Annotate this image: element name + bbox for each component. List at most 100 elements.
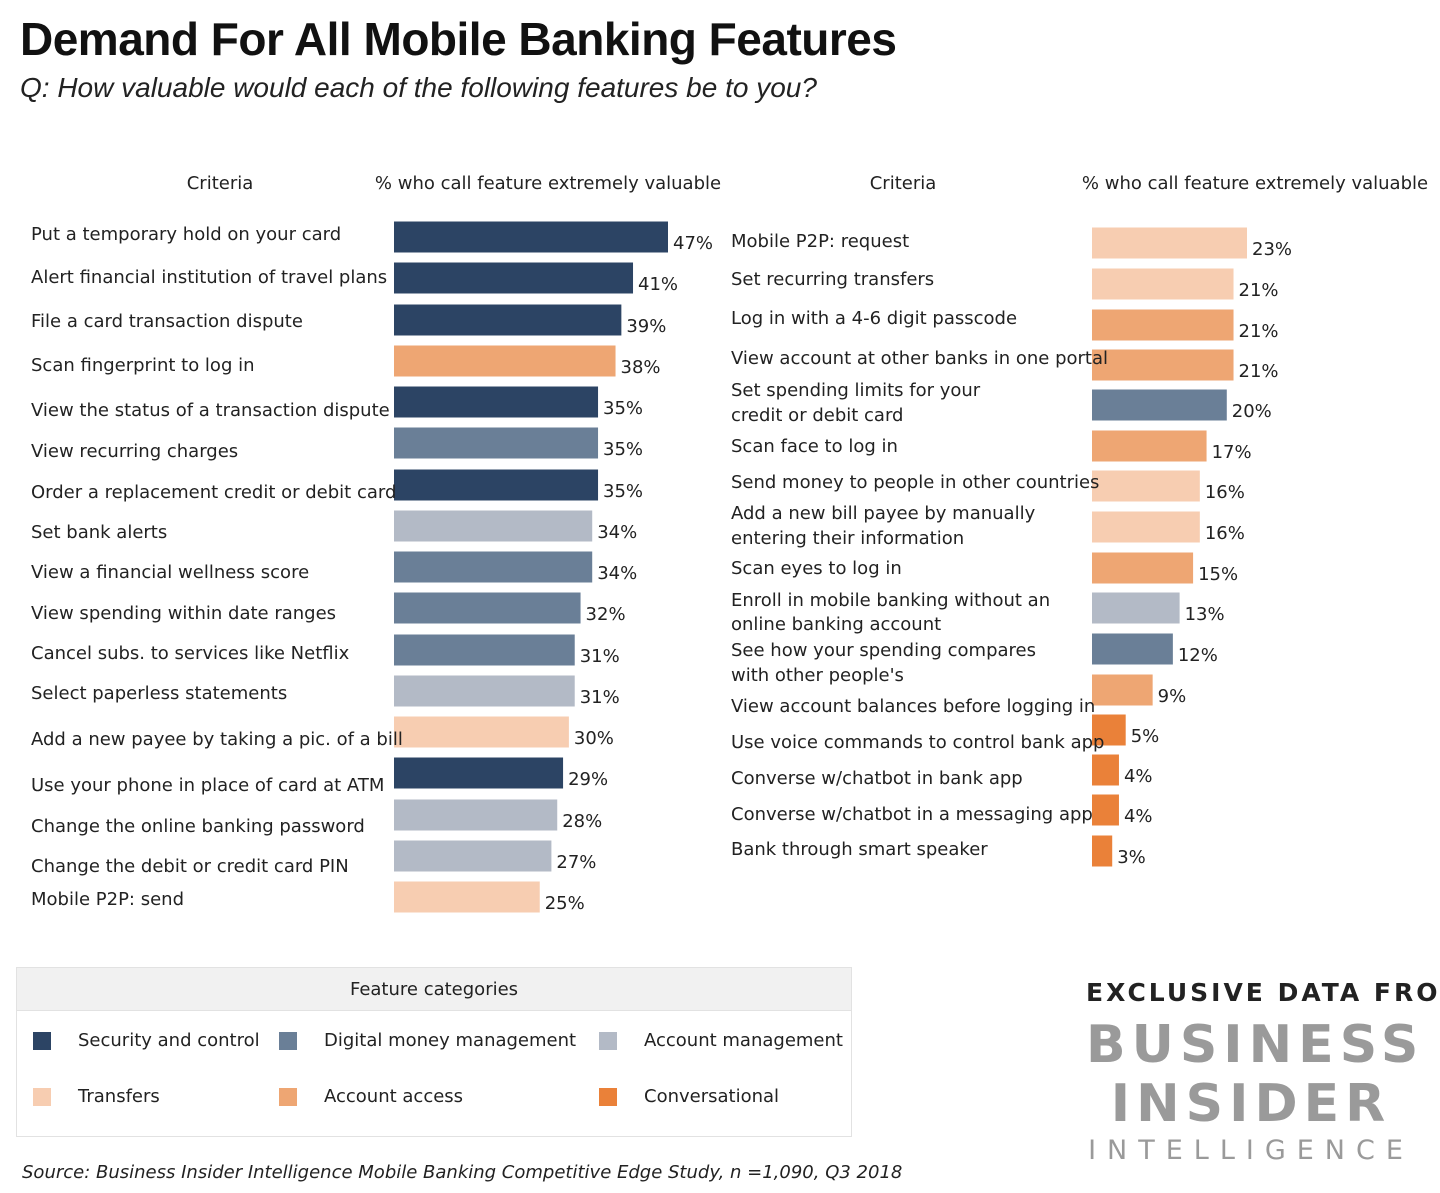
left-value-label: 35% <box>603 398 643 419</box>
legend-item-digital: Digital money management <box>279 1030 576 1051</box>
left-criteria-label: Alert financial institution of travel pl… <box>31 267 387 288</box>
left-criteria-label: Set bank alerts <box>31 522 167 543</box>
legend-item-conversational: Conversational <box>599 1086 779 1107</box>
left-value-label: 29% <box>568 769 608 790</box>
left-value-label: 35% <box>603 439 643 460</box>
left-criteria-label: View the status of a transaction dispute <box>31 400 390 421</box>
legend-label: Conversational <box>644 1086 780 1107</box>
source-note: Source: Business Insider Intelligence Mo… <box>22 1162 903 1183</box>
left-bar <box>394 386 599 418</box>
brand-name-line1: BUSINESS <box>1086 1015 1425 1075</box>
right-value-label: 16% <box>1205 523 1245 544</box>
right-criteria-label: View account at other banks in one porta… <box>731 348 1108 369</box>
legend-item-access: Account access <box>279 1086 463 1107</box>
left-value-label: 27% <box>556 852 596 873</box>
legend-swatch <box>279 1087 297 1106</box>
right-criteria-label: Use voice commands to control bank app <box>731 732 1104 753</box>
left-value-label: 30% <box>574 728 614 749</box>
brand-tagline: EXCLUSIVE DATA FROM <box>1086 978 1440 1007</box>
left-bar <box>394 757 564 789</box>
right-value-label: 12% <box>1178 645 1218 666</box>
right-criteria-label: Send money to people in other countries <box>731 472 1099 493</box>
legend-label: Digital money management <box>324 1030 577 1051</box>
right-value-label: 15% <box>1198 564 1238 585</box>
left-criteria-label: Scan fingerprint to log in <box>31 355 255 376</box>
left-criteria-label: Change the online banking password <box>31 816 365 837</box>
legend-label: Account access <box>324 1086 464 1107</box>
legend-label: Security and control <box>78 1030 260 1051</box>
right-criteria-label: Scan face to log in <box>731 436 898 457</box>
left-bar <box>394 551 593 583</box>
legend-label: Transfers <box>78 1086 160 1107</box>
legend-swatch <box>599 1031 617 1050</box>
left-bar <box>394 221 668 253</box>
right-value-label: 20% <box>1232 401 1272 422</box>
right-bar <box>1092 835 1113 867</box>
left-criteria-label: View spending within date ranges <box>31 603 336 624</box>
legend-swatch <box>33 1087 51 1106</box>
right-value-label: 17% <box>1212 442 1252 463</box>
right-criteria-label-line: Set spending limits for your <box>731 380 981 401</box>
chart-subtitle: Q: How valuable would each of the follow… <box>20 72 817 103</box>
right-criteria-label-line: credit or debit card <box>731 405 903 426</box>
right-value-label: 5% <box>1131 726 1160 747</box>
left-bar <box>394 840 552 872</box>
left-bar <box>394 262 634 294</box>
left-bar <box>394 799 558 831</box>
right-bar <box>1092 714 1126 746</box>
right-bar <box>1092 633 1173 665</box>
brand-name-line3: INTELLIGENCE <box>1088 1135 1414 1166</box>
chart-title: Demand For All Mobile Banking Features <box>20 13 897 65</box>
right-criteria-label: See how your spending compares with other… <box>731 640 1036 686</box>
legend-swatch <box>279 1031 297 1050</box>
left-value-label: 41% <box>638 274 678 295</box>
right-value-label: 21% <box>1239 361 1279 382</box>
right-criteria-label: Bank through smart speaker <box>731 839 988 860</box>
legend-item-account: Account management <box>599 1030 843 1051</box>
right-criteria-label: Converse w/chatbot in bank app <box>731 768 1023 789</box>
left-value-label: 38% <box>621 357 661 378</box>
left-value-label: 34% <box>597 563 637 584</box>
right-value-label: 4% <box>1124 806 1153 827</box>
left-criteria-label: Use your phone in place of card at ATM <box>31 775 384 796</box>
bar-chart: Criteria % who call feature extremely val… <box>31 173 1428 914</box>
right-criteria-label: Add a new bill payee by manually entering… <box>731 503 1036 549</box>
right-criteria-label-line: Add a new bill payee by manually <box>731 503 1036 524</box>
right-bar <box>1092 754 1119 786</box>
left-value-label: 39% <box>626 316 666 337</box>
right-bar <box>1092 430 1207 462</box>
right-criteria-label: Converse w/chatbot in a messaging app <box>731 804 1093 825</box>
left-criteria-label: Order a replacement credit or debit card <box>31 482 396 503</box>
left-criteria-label: Put a temporary hold on your card <box>31 224 341 245</box>
left-bar <box>394 675 575 707</box>
right-value-label: 21% <box>1239 280 1279 301</box>
right-bar <box>1092 674 1153 706</box>
legend-label: Account management <box>644 1030 843 1051</box>
left-value-label: 25% <box>545 893 585 914</box>
left-bar <box>394 427 599 459</box>
legend-item-transfers: Transfers <box>33 1086 160 1107</box>
left-criteria-label: Add a new payee by taking a pic. of a bi… <box>31 729 403 750</box>
brand-logo: EXCLUSIVE DATA FROM BUSINESS INSIDER INT… <box>1086 978 1440 1166</box>
right-value-label: 4% <box>1124 766 1153 787</box>
right-bar <box>1092 349 1234 381</box>
left-value-label: 47% <box>673 233 713 254</box>
left-criteria-label: Mobile P2P: send <box>31 889 184 910</box>
left-bar <box>394 469 599 501</box>
left-criteria-label: Select paperless statements <box>31 683 287 704</box>
right-value-label: 9% <box>1158 686 1187 707</box>
left-criteria-label: Change the debit or credit card PIN <box>31 856 349 877</box>
right-criteria-label: Set recurring transfers <box>731 269 934 290</box>
right-value-label: 23% <box>1252 239 1292 260</box>
left-criteria-label: File a card transaction dispute <box>31 311 303 332</box>
left-bar <box>394 345 616 377</box>
right-bar <box>1092 552 1194 584</box>
right-bar <box>1092 511 1200 543</box>
right-bar <box>1092 227 1247 259</box>
legend-swatch <box>599 1087 617 1106</box>
right-criteria-label-line: See how your spending compares <box>731 640 1036 661</box>
right-criteria-label-line: Enroll in mobile banking without an <box>731 590 1050 611</box>
value-header-right: % who call feature extremely valuable <box>1082 173 1428 194</box>
right-value-label: 3% <box>1117 847 1146 868</box>
left-bar <box>394 510 593 542</box>
